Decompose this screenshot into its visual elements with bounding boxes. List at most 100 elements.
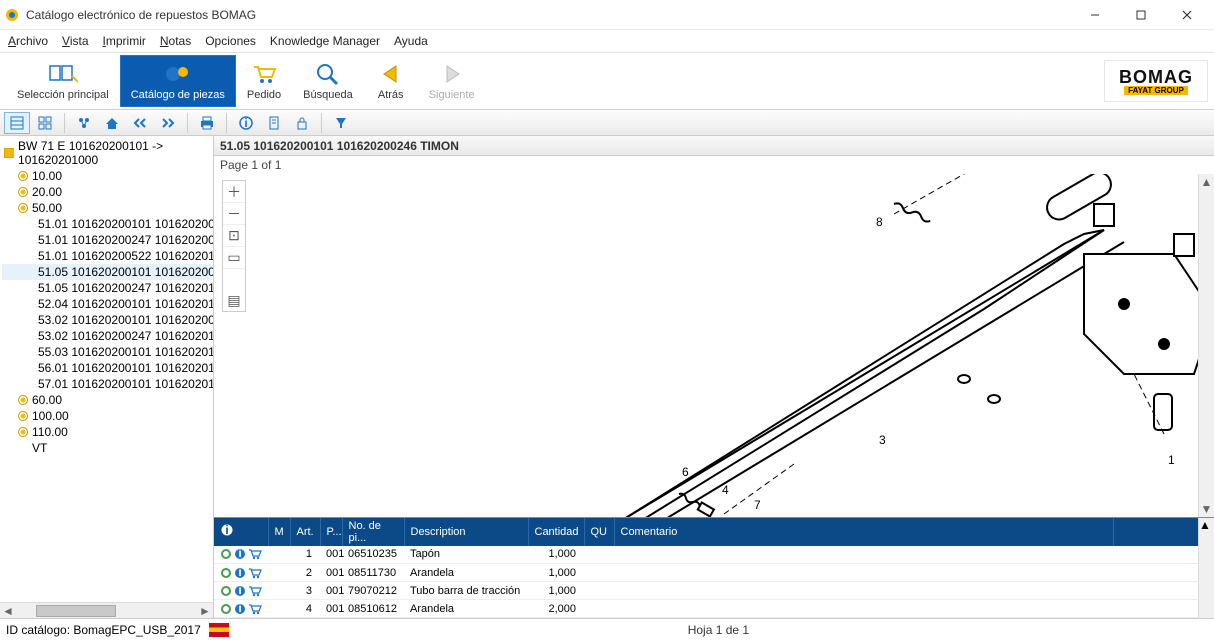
tree-group[interactable]: 110.00 — [2, 424, 211, 440]
th-actions[interactable]: i — [214, 518, 268, 546]
tree-item[interactable]: 51.01 101620200247 101620200521 — [2, 232, 211, 248]
status-catalog-id: ID catálogo: BomagEPC_USB_2017 — [6, 623, 201, 637]
breadcrumb: 51.05 101620200101 101620200246 TIMON — [214, 136, 1214, 156]
ribbon-atras[interactable]: Atrás — [364, 55, 418, 107]
close-button[interactable] — [1164, 0, 1210, 30]
th-art[interactable]: Art. — [290, 518, 320, 546]
tree-item[interactable]: 53.02 101620200101 101620200246 — [2, 312, 211, 328]
gear-icon[interactable] — [220, 585, 232, 597]
search-icon — [315, 62, 341, 86]
tree-item[interactable]: 51.01 101620200101 101620200246 — [2, 216, 211, 232]
tree-group[interactable]: 20.00 — [2, 184, 211, 200]
menu-knowledge-manager[interactable]: Knowledge Manager — [270, 34, 380, 48]
tool-info[interactable]: i — [233, 112, 259, 134]
tool-prev[interactable] — [127, 112, 153, 134]
right-panel: 51.05 101620200101 101620200246 TIMON Pa… — [214, 136, 1214, 618]
ribbon-seleccion-label: Selección principal — [17, 89, 109, 101]
ribbon-busqueda[interactable]: Búsqueda — [292, 55, 364, 107]
table-header-row: i M Art. P... No. de pi... Description C… — [214, 518, 1214, 546]
th-no[interactable]: No. de pi... — [342, 518, 404, 546]
tree-root[interactable]: BW 71 E 101620200101 -> 101620201000 — [2, 138, 211, 168]
tool-filter[interactable] — [328, 112, 354, 134]
tree-group[interactable]: 60.00 — [2, 392, 211, 408]
app-icon — [4, 7, 20, 23]
menu-imprimir[interactable]: Imprimir — [103, 34, 146, 48]
tree-hscrollbar[interactable]: ◄► — [0, 602, 213, 618]
th-p[interactable]: P... — [320, 518, 342, 546]
menu-ayuda[interactable]: Ayuda — [394, 34, 428, 48]
menu-archivo[interactable]: Archivo — [8, 34, 48, 48]
menu-vista[interactable]: Vista — [62, 34, 88, 48]
cart-icon[interactable] — [248, 548, 262, 560]
tree-panel[interactable]: BW 71 E 101620200101 -> 101620201000 10.… — [0, 136, 214, 618]
th-com[interactable]: Comentario — [614, 518, 1114, 546]
table-row[interactable]: i 100106510235Tapón1,000 — [214, 546, 1214, 564]
th-desc[interactable]: Description — [404, 518, 528, 546]
tree-item[interactable]: 51.05 101620200247 101620201000 — [2, 280, 211, 296]
diagram-viewer[interactable]: ＋ － ⊡ ▭ ▤ — [214, 174, 1214, 517]
zoom-out-button[interactable]: － — [223, 203, 245, 225]
tool-view-list[interactable] — [4, 112, 30, 134]
th-m[interactable]: M — [268, 518, 290, 546]
forward-icon — [441, 63, 463, 85]
tree-item[interactable]: 53.02 101620200247 101620201000 — [2, 328, 211, 344]
th-cant[interactable]: Cantidad — [528, 518, 584, 546]
menu-notas[interactable]: Notas — [160, 34, 191, 48]
fit-page-button[interactable]: ▭ — [223, 247, 245, 269]
tool-next[interactable] — [155, 112, 181, 134]
info-icon[interactable]: i — [234, 567, 246, 579]
tool-doc[interactable] — [261, 112, 287, 134]
info-icon[interactable]: i — [234, 585, 246, 597]
cart-icon[interactable] — [248, 567, 262, 579]
tree-item[interactable]: 55.03 101620200101 101620201000 — [2, 344, 211, 360]
tree-item[interactable]: 51.01 101620200522 101620201000 — [2, 248, 211, 264]
callout-7: 7 — [754, 498, 761, 512]
cart-icon[interactable] — [248, 585, 262, 597]
brand-text: BOMAG — [1119, 67, 1193, 88]
tool-view-grid[interactable] — [32, 112, 58, 134]
gear-icon[interactable] — [220, 548, 232, 560]
tree-group[interactable]: 100.00 — [2, 408, 211, 424]
diagram-vscrollbar[interactable]: ▲▼ — [1198, 174, 1214, 517]
zoom-in-button[interactable]: ＋ — [223, 181, 245, 203]
table-row[interactable]: i 300179070212Tubo barra de tracción1,00… — [214, 582, 1214, 600]
table-row[interactable]: i 400108510612Arandela2,000 — [214, 600, 1214, 618]
ribbon-seleccion-principal[interactable]: Selección principal — [6, 55, 120, 107]
tree-group[interactable]: 10.00 — [2, 168, 211, 184]
ribbon-atras-label: Atrás — [378, 89, 404, 101]
info-icon[interactable]: i — [234, 548, 246, 560]
gear-icon[interactable] — [220, 567, 232, 579]
th-qu[interactable]: QU — [584, 518, 614, 546]
main-content: BW 71 E 101620200101 -> 101620201000 10.… — [0, 136, 1214, 618]
maximize-button[interactable] — [1118, 0, 1164, 30]
header-info-icon: i — [220, 524, 234, 536]
reset-view-button[interactable]: ▤ — [223, 289, 245, 311]
table-vscrollbar[interactable]: ▲ — [1198, 518, 1214, 619]
tool-lock[interactable] — [289, 112, 315, 134]
tree-item[interactable]: 51.05 101620200101 101620200246 — [2, 264, 211, 280]
table-row[interactable]: i 200108511730Arandela1,000 — [214, 564, 1214, 582]
titlebar: Catálogo electrónico de repuestos BOMAG — [0, 0, 1214, 30]
ribbon-catalogo-label: Catálogo de piezas — [131, 89, 225, 101]
info-icon[interactable]: i — [234, 603, 246, 615]
tree-item[interactable]: 56.01 101620200101 101620201000 — [2, 360, 211, 376]
fit-width-button[interactable]: ⊡ — [223, 225, 245, 247]
tool-home[interactable] — [99, 112, 125, 134]
tree-group[interactable]: VT — [2, 440, 211, 456]
minimize-button[interactable] — [1072, 0, 1118, 30]
tree-item[interactable]: 57.01 101620200101 101620201000 — [2, 376, 211, 392]
tool-print[interactable] — [194, 112, 220, 134]
svg-text:i: i — [238, 603, 241, 615]
menu-opciones[interactable]: Opciones — [205, 34, 256, 48]
ribbon-busqueda-label: Búsqueda — [303, 89, 353, 101]
gear-icon[interactable] — [220, 603, 232, 615]
tool-tree[interactable] — [71, 112, 97, 134]
cart-icon[interactable] — [248, 603, 262, 615]
svg-text:i: i — [238, 548, 241, 560]
ribbon-catalogo-piezas[interactable]: Catálogo de piezas — [120, 55, 236, 107]
menubar: Archivo Vista Imprimir Notas Opciones Kn… — [0, 30, 1214, 52]
tree-item[interactable]: 52.04 101620200101 101620201000 — [2, 296, 211, 312]
callout-1: 1 — [1168, 453, 1175, 467]
ribbon-pedido[interactable]: Pedido — [236, 55, 292, 107]
tree-group[interactable]: 50.00 — [2, 200, 211, 216]
